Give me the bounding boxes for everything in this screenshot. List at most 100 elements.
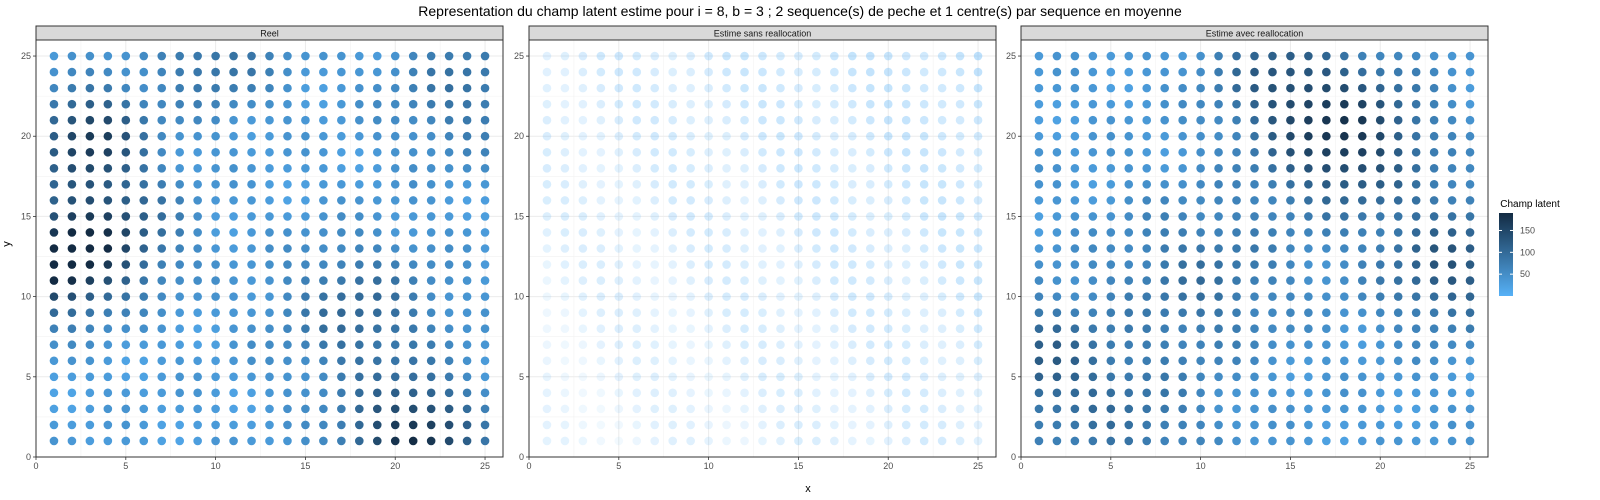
data-point [444,228,454,237]
data-point [121,228,131,237]
legend-title: Champ latent [1500,199,1560,210]
data-point [776,324,785,333]
data-point [596,164,606,173]
data-point [1429,388,1439,398]
data-point [830,228,839,237]
data-point [1088,164,1098,173]
data-point [247,131,256,141]
data-point [758,244,767,253]
data-point [865,420,875,430]
data-point [722,260,731,269]
data-point [1088,372,1098,382]
data-point [596,212,606,221]
data-point [704,115,713,125]
data-point [1429,372,1439,382]
data-point [848,420,857,430]
data-point [1286,404,1295,414]
data-point [193,147,202,157]
data-point [1465,51,1475,61]
data-point [740,67,749,77]
data-point [372,67,382,77]
data-point [560,420,570,430]
data-point [426,51,436,61]
data-point [1232,324,1241,333]
data-point [883,372,893,382]
data-point [1142,196,1152,205]
data-point [668,67,677,77]
data-point [480,196,490,205]
data-point [1286,340,1295,350]
data-point [937,67,947,77]
data-point [919,164,929,173]
data-point [1070,164,1080,173]
data-point [632,388,642,398]
data-point [247,308,256,317]
data-point [632,324,642,333]
data-point [901,131,911,141]
data-point [103,180,113,189]
data-point [830,420,839,430]
data-point [704,340,713,350]
data-point [1357,260,1367,269]
data-point [1088,420,1098,430]
data-point [319,388,328,398]
data-point [758,180,767,189]
data-point [794,196,803,205]
data-point [668,164,677,173]
data-point [919,228,929,237]
data-point [722,67,731,77]
data-point [337,51,346,61]
data-point [247,388,256,398]
data-point [1357,356,1367,366]
x-tick-label: 15 [1285,461,1295,471]
data-point [355,292,364,301]
data-point [390,340,400,350]
data-point [901,356,911,366]
data-point [175,276,184,285]
data-point [1357,340,1367,350]
data-point [480,51,490,61]
data-point [1447,324,1457,333]
data-point [865,212,875,221]
data-point [1357,292,1367,301]
point-layer [49,51,490,446]
data-point [650,260,660,269]
data-point [372,420,382,430]
data-point [973,388,983,398]
data-point [1124,180,1134,189]
data-point [650,308,660,317]
data-point [973,83,983,93]
data-point [265,308,274,317]
data-point [229,196,238,205]
data-point [444,51,454,61]
data-point [139,244,149,253]
data-point [1214,131,1223,141]
data-point [776,115,785,125]
data-point [776,292,785,301]
data-point [901,436,911,446]
data-point [67,420,77,430]
data-point [830,180,839,189]
data-point [1070,260,1080,269]
data-point [462,67,472,77]
data-point [1429,276,1439,285]
data-point [776,260,785,269]
data-point [193,83,202,93]
data-point [1052,340,1062,350]
data-point [812,308,821,317]
data-point [1142,228,1152,237]
data-point [830,83,839,93]
data-point [1465,340,1475,350]
data-point [542,180,552,189]
data-point [103,147,113,157]
data-point [121,276,131,285]
data-point [139,388,149,398]
data-point [1286,67,1295,77]
data-point [830,67,839,77]
data-point [740,260,749,269]
data-point [1429,180,1439,189]
data-point [686,436,695,446]
data-point [337,180,346,189]
data-point [542,292,552,301]
